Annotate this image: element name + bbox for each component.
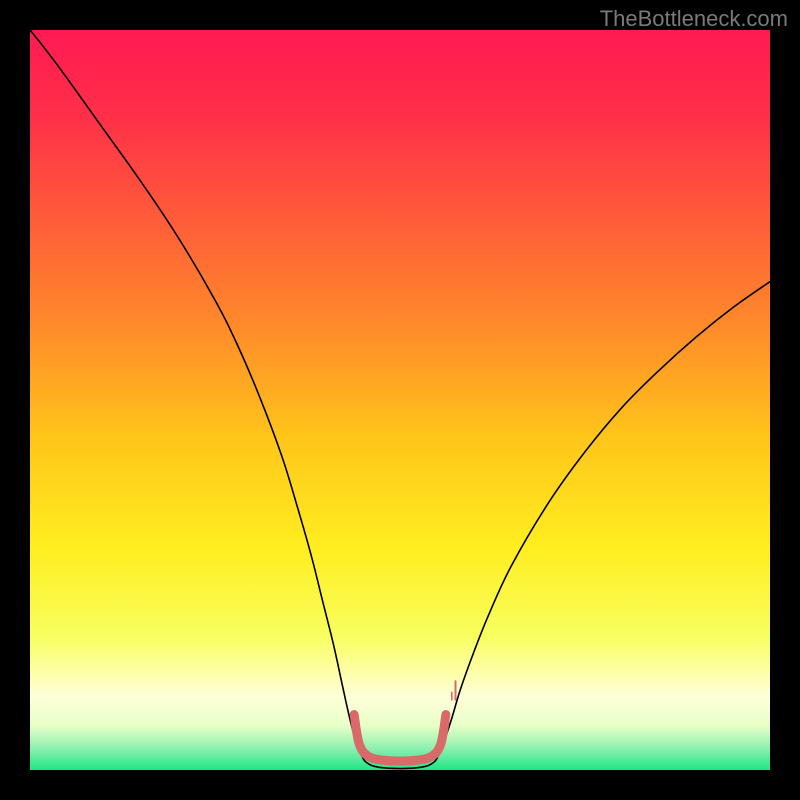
- plot-area: [30, 30, 770, 770]
- gradient-background: [30, 30, 770, 770]
- chart-svg: [30, 30, 770, 770]
- watermark-text: TheBottleneck.com: [600, 6, 788, 32]
